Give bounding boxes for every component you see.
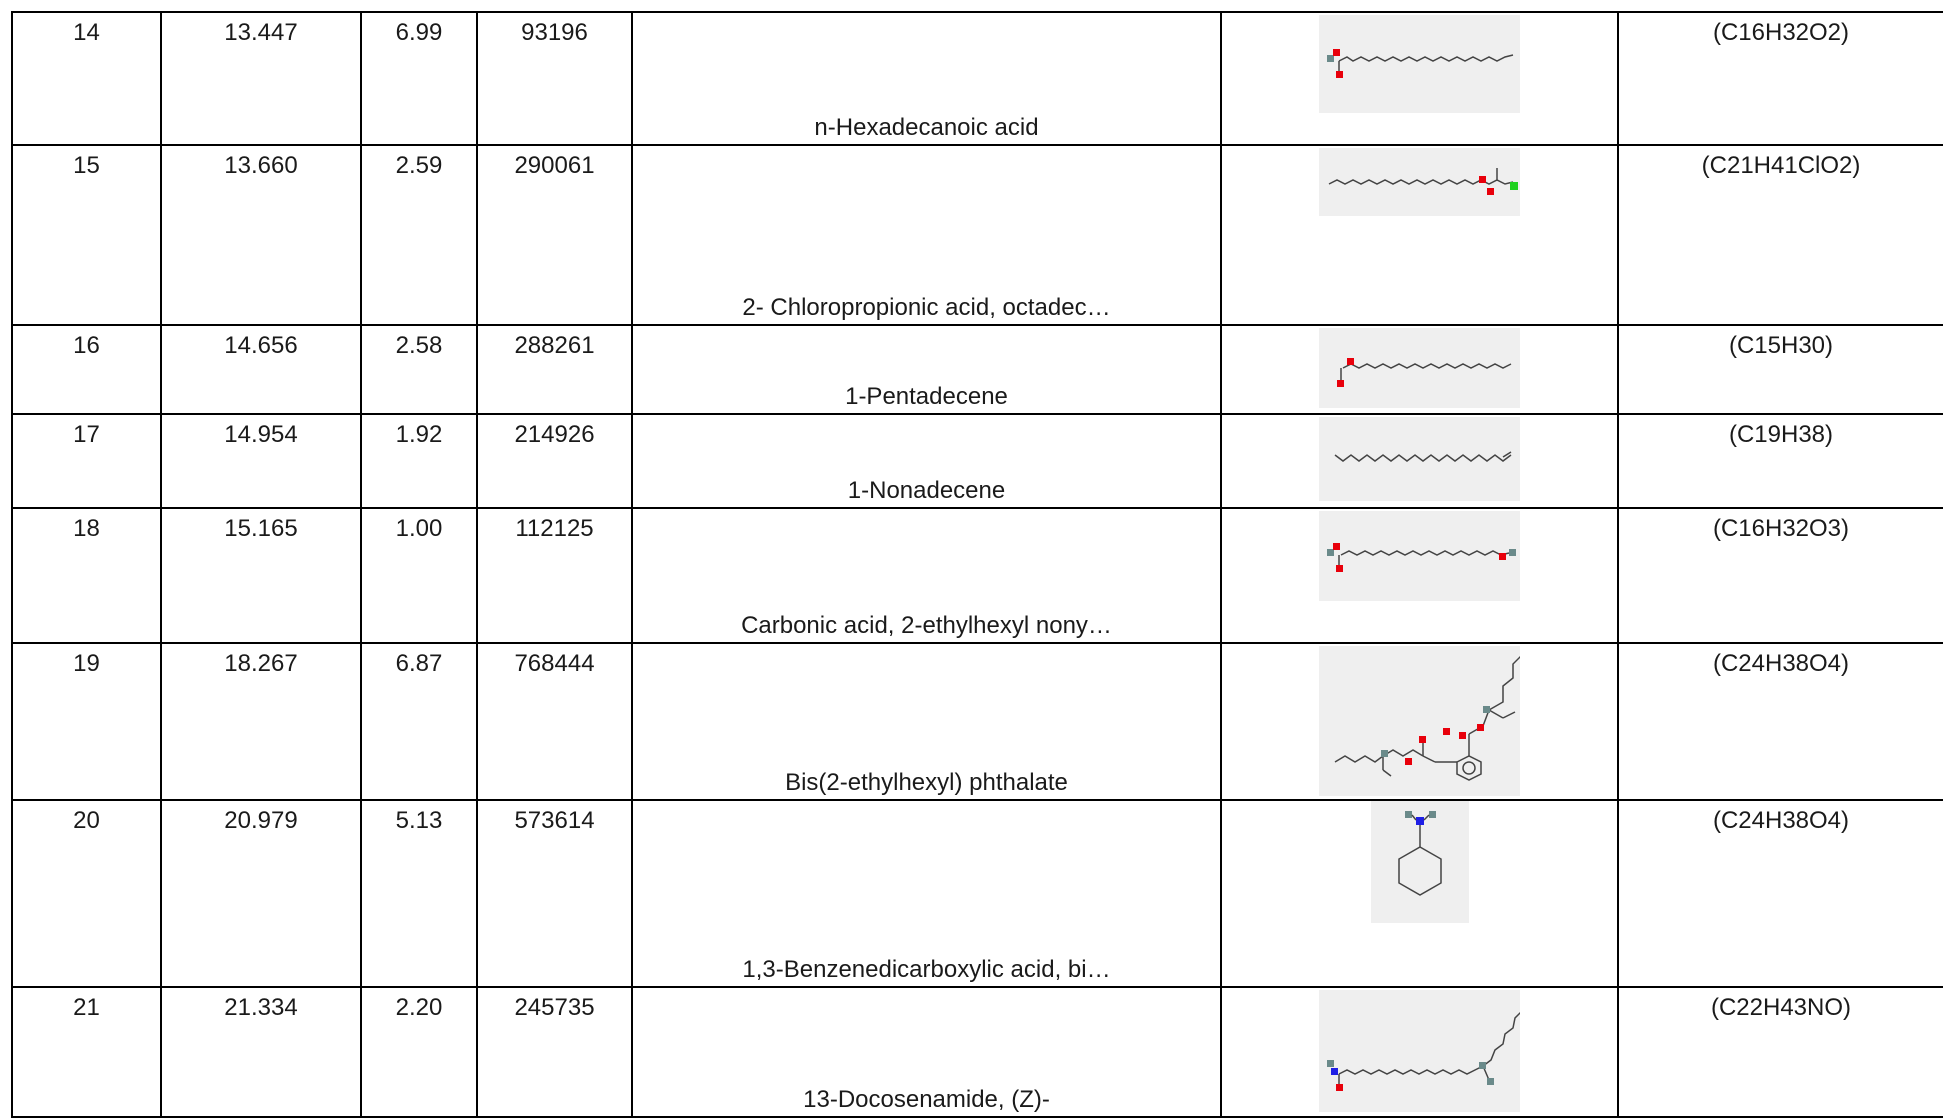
formula-cell: (C22H43NO) bbox=[1617, 986, 1943, 1118]
structure-cell bbox=[1220, 642, 1619, 801]
retention-time-cell: 20.979 bbox=[160, 799, 362, 988]
chloropropionate-structure-icon bbox=[1319, 148, 1520, 216]
compound-name-cell: 1-Nonadecene bbox=[631, 413, 1222, 509]
structure-cell bbox=[1220, 144, 1619, 326]
structure-cell bbox=[1220, 986, 1619, 1118]
structure-cell bbox=[1220, 799, 1619, 988]
area-percent-cell: 2.20 bbox=[360, 986, 478, 1118]
row-number-cell: 21 bbox=[11, 986, 162, 1118]
phthalate-structure-icon bbox=[1319, 646, 1520, 796]
formula-cell: (C16H32O2) bbox=[1617, 11, 1943, 146]
row-number-cell: 15 bbox=[11, 144, 162, 326]
retention-time-cell: 18.267 bbox=[160, 642, 362, 801]
carbonate-structure-icon bbox=[1319, 511, 1520, 601]
structure-cell bbox=[1220, 11, 1619, 146]
table-row: 17 14.954 1.92 214926 1-Nonadecene (C19H… bbox=[11, 413, 1943, 509]
table-row: 19 18.267 6.87 768444 Bis(2-ethylhexyl) … bbox=[11, 642, 1943, 801]
table-row: 16 14.656 2.58 288261 1-Pentadecene (C15… bbox=[11, 324, 1943, 415]
area-percent-cell: 1.00 bbox=[360, 507, 478, 644]
nonadecene-structure-icon bbox=[1319, 417, 1520, 501]
formula-cell: (C24H38O4) bbox=[1617, 799, 1943, 988]
area-percent-cell: 5.13 bbox=[360, 799, 478, 988]
compound-id-cell: 573614 bbox=[476, 799, 633, 988]
retention-time-cell: 14.954 bbox=[160, 413, 362, 509]
row-number-cell: 19 bbox=[11, 642, 162, 801]
compound-name-cell: 1,3-Benzenedicarboxylic acid, bi… bbox=[631, 799, 1222, 988]
table-row: 18 15.165 1.00 112125 Carbonic acid, 2-e… bbox=[11, 507, 1943, 644]
retention-time-cell: 15.165 bbox=[160, 507, 362, 644]
table-row: 20 20.979 5.13 573614 1,3-Benzenedicarbo… bbox=[11, 799, 1943, 988]
area-percent-cell: 1.92 bbox=[360, 413, 478, 509]
row-number-cell: 20 bbox=[11, 799, 162, 988]
formula-cell: (C19H38) bbox=[1617, 413, 1943, 509]
row-number-cell: 16 bbox=[11, 324, 162, 415]
compound-name-cell: n-Hexadecanoic acid bbox=[631, 11, 1222, 146]
cyclohexylamine-structure-icon bbox=[1370, 801, 1469, 923]
formula-cell: (C16H32O3) bbox=[1617, 507, 1943, 644]
row-number-cell: 14 bbox=[11, 11, 162, 146]
compound-id-cell: 768444 bbox=[476, 642, 633, 801]
formula-cell: (C21H41ClO2) bbox=[1617, 144, 1943, 326]
pentadecene-structure-icon bbox=[1319, 328, 1520, 408]
structure-cell bbox=[1220, 507, 1619, 644]
retention-time-cell: 13.660 bbox=[160, 144, 362, 326]
retention-time-cell: 21.334 bbox=[160, 986, 362, 1118]
formula-cell: (C15H30) bbox=[1617, 324, 1943, 415]
area-percent-cell: 2.59 bbox=[360, 144, 478, 326]
retention-time-cell: 13.447 bbox=[160, 11, 362, 146]
compound-name-cell: Carbonic acid, 2-ethylhexyl nony… bbox=[631, 507, 1222, 644]
compound-table: 14 13.447 6.99 93196 n-Hexadecanoic acid… bbox=[11, 11, 1943, 1118]
compound-name-cell: 13-Docosenamide, (Z)- bbox=[631, 986, 1222, 1118]
docosenamide-structure-icon bbox=[1319, 990, 1520, 1112]
table-row: 21 21.334 2.20 245735 13-Docosenamide, (… bbox=[11, 986, 1943, 1118]
compound-id-cell: 112125 bbox=[476, 507, 633, 644]
row-number-cell: 18 bbox=[11, 507, 162, 644]
formula-cell: (C24H38O4) bbox=[1617, 642, 1943, 801]
compound-id-cell: 214926 bbox=[476, 413, 633, 509]
area-percent-cell: 6.87 bbox=[360, 642, 478, 801]
structure-cell bbox=[1220, 324, 1619, 415]
compound-name-cell: Bis(2-ethylhexyl) phthalate bbox=[631, 642, 1222, 801]
palmitic-acid-structure-icon bbox=[1319, 15, 1520, 113]
row-number-cell: 17 bbox=[11, 413, 162, 509]
compound-id-cell: 288261 bbox=[476, 324, 633, 415]
table-row: 15 13.660 2.59 290061 2- Chloropropionic… bbox=[11, 144, 1943, 326]
retention-time-cell: 14.656 bbox=[160, 324, 362, 415]
table-row: 14 13.447 6.99 93196 n-Hexadecanoic acid… bbox=[11, 11, 1943, 146]
area-percent-cell: 2.58 bbox=[360, 324, 478, 415]
compound-name-cell: 2- Chloropropionic acid, octadec… bbox=[631, 144, 1222, 326]
compound-id-cell: 290061 bbox=[476, 144, 633, 326]
area-percent-cell: 6.99 bbox=[360, 11, 478, 146]
structure-cell bbox=[1220, 413, 1619, 509]
compound-id-cell: 245735 bbox=[476, 986, 633, 1118]
compound-name-cell: 1-Pentadecene bbox=[631, 324, 1222, 415]
compound-id-cell: 93196 bbox=[476, 11, 633, 146]
